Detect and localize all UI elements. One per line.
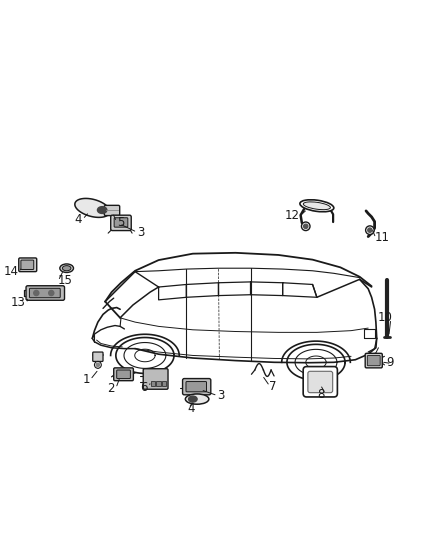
Text: 15: 15 [58, 273, 73, 287]
FancyBboxPatch shape [308, 372, 333, 393]
Text: 6: 6 [141, 381, 148, 393]
Text: 9: 9 [386, 356, 394, 369]
FancyBboxPatch shape [143, 369, 168, 389]
Text: 11: 11 [374, 231, 389, 244]
Text: 10: 10 [377, 311, 392, 324]
Ellipse shape [60, 264, 74, 272]
FancyBboxPatch shape [183, 378, 211, 395]
Circle shape [366, 226, 374, 235]
FancyBboxPatch shape [29, 288, 60, 298]
FancyBboxPatch shape [117, 370, 131, 378]
Circle shape [49, 290, 54, 296]
Polygon shape [75, 198, 110, 217]
Ellipse shape [97, 207, 107, 213]
FancyBboxPatch shape [114, 368, 134, 381]
Bar [162, 381, 166, 386]
FancyBboxPatch shape [365, 353, 382, 368]
Circle shape [304, 224, 308, 229]
Text: 13: 13 [11, 296, 26, 309]
FancyBboxPatch shape [19, 258, 37, 272]
Circle shape [301, 222, 310, 231]
Text: 5: 5 [117, 215, 124, 229]
FancyBboxPatch shape [114, 218, 128, 227]
Text: 14: 14 [4, 265, 18, 278]
Text: 4: 4 [188, 402, 195, 415]
FancyBboxPatch shape [186, 382, 206, 392]
Circle shape [368, 228, 372, 232]
Circle shape [95, 361, 101, 368]
Text: 4: 4 [74, 213, 81, 226]
Bar [156, 381, 161, 386]
Text: 2: 2 [107, 382, 115, 395]
Ellipse shape [185, 394, 209, 404]
FancyBboxPatch shape [26, 286, 64, 300]
FancyBboxPatch shape [367, 356, 380, 366]
Text: 3: 3 [218, 389, 225, 402]
FancyBboxPatch shape [104, 205, 120, 216]
Ellipse shape [303, 202, 330, 209]
FancyBboxPatch shape [303, 367, 337, 397]
FancyBboxPatch shape [93, 352, 103, 361]
FancyBboxPatch shape [21, 260, 34, 270]
Circle shape [34, 290, 39, 296]
Text: 12: 12 [285, 209, 300, 222]
Text: 1: 1 [83, 373, 90, 386]
Ellipse shape [62, 265, 71, 271]
Bar [151, 381, 155, 386]
Text: 8: 8 [317, 389, 325, 401]
FancyBboxPatch shape [111, 215, 131, 231]
Circle shape [96, 363, 99, 367]
Text: 7: 7 [269, 379, 276, 393]
Text: 3: 3 [137, 226, 145, 239]
Ellipse shape [300, 200, 334, 212]
Ellipse shape [188, 396, 197, 402]
